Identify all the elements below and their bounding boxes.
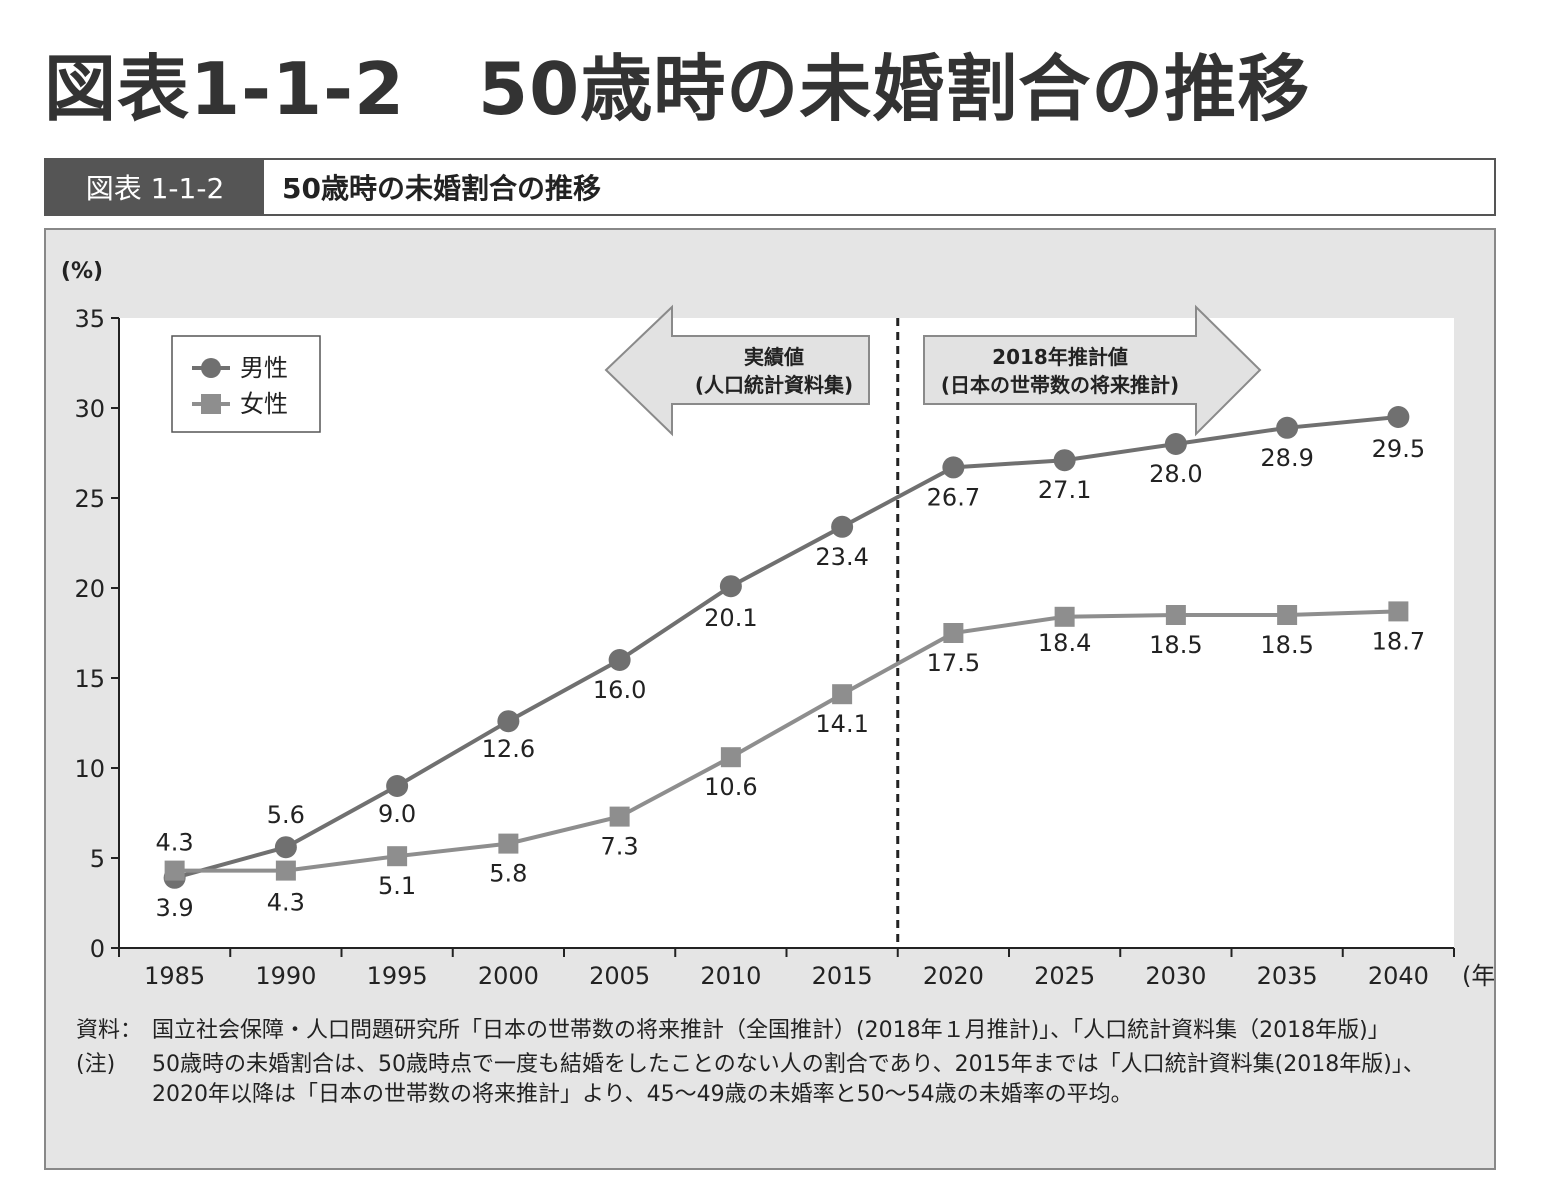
x-axis-title: (年)	[1462, 962, 1494, 990]
actual-arrow	[604, 304, 870, 437]
data-point-women	[720, 747, 741, 768]
y-tick-label: 0	[90, 935, 105, 963]
figure-tag: 図表 1-1-2	[46, 160, 264, 214]
data-label-men: 29.5	[1372, 435, 1425, 463]
series-line-men	[174, 415, 1399, 880]
y-axis-title: (%)	[61, 259, 103, 284]
data-label-men: 27.1	[1038, 476, 1091, 504]
chart-panel: 0 5 10 15 20 25 30 35 (%) 1985 1990 1995 2000 2005 201…	[44, 228, 1496, 1170]
legend-men-marker	[201, 358, 221, 378]
data-label-women: 18.5	[1260, 631, 1313, 659]
data-point-men	[497, 710, 520, 733]
x-tick-label: 2010	[700, 962, 761, 990]
x-tick-label: 2015	[812, 962, 873, 990]
x-tick-label: 2025	[1034, 962, 1095, 990]
data-point-women	[387, 846, 408, 867]
data-label-men: 23.4	[815, 543, 868, 571]
data-label-men: 28.0	[1149, 460, 1202, 488]
data-layer: 3.9 5.6 9.0 12.6 16.0 20.1 23.4 26.7 27.1 28.0 28.…	[156, 406, 1425, 922]
data-point-men	[719, 575, 742, 598]
data-label-men: 26.7	[927, 483, 980, 511]
y-tick-label: 35	[74, 305, 105, 333]
data-label-women: 5.1	[378, 872, 416, 900]
legend-women-marker	[201, 394, 221, 414]
data-point-women	[164, 860, 185, 881]
data-point-men	[1387, 406, 1410, 428]
notes: 資料： 国立社会保障・人口問題研究所「日本の世帯数の将来推計（全国推計）(201…	[76, 1016, 1476, 1110]
y-tick-label: 25	[74, 485, 105, 513]
data-point-men	[386, 775, 409, 797]
legend-men-label: 男性	[240, 354, 288, 382]
data-label-women: 18.4	[1038, 629, 1091, 657]
data-label-women: 17.5	[927, 649, 980, 677]
data-label-women: 18.5	[1149, 631, 1202, 659]
data-label-men: 12.6	[482, 735, 535, 763]
data-label-women: 4.3	[156, 829, 194, 857]
data-label-men: 20.1	[704, 604, 757, 632]
x-tick-label: 2020	[923, 962, 984, 990]
actual-arrow-label-1: 実績値	[744, 345, 804, 369]
data-point-men	[1164, 433, 1187, 455]
source-text: 国立社会保障・人口問題研究所「日本の世帯数の将来推計（全国推計）(2018年１月…	[152, 1018, 1390, 1043]
x-tick-label: 2030	[1145, 962, 1206, 990]
data-label-men: 28.9	[1260, 444, 1313, 472]
series-line-women	[174, 609, 1399, 873]
x-tick-label: 2005	[589, 962, 650, 990]
legend: 男性 女性	[171, 335, 321, 433]
data-label-women: 5.8	[489, 860, 527, 888]
y-tick-label: 10	[74, 755, 105, 783]
data-label-women: 18.7	[1372, 627, 1425, 655]
data-point-men	[831, 515, 854, 538]
data-point-men	[274, 836, 297, 859]
data-label-men: 5.6	[267, 801, 305, 829]
projection-arrow-label-2: (日本の世帯数の将来推計)	[941, 373, 1179, 397]
figure-title-bar: 図表 1-1-2 50歳時の未婚割合の推移	[44, 158, 1496, 216]
data-point-women	[275, 860, 296, 881]
x-tick-label: 2040	[1368, 962, 1429, 990]
explanatory-note: (注) 50歳時の未婚割合は、50歳時点で一度も結婚をしたことのない人の割合であ…	[76, 1050, 1476, 1110]
page-title: 図表1-1-2 50歳時の未婚割合の推移	[44, 47, 1311, 131]
data-label-men: 16.0	[593, 676, 646, 704]
data-point-women	[1277, 605, 1298, 625]
projection-arrow	[923, 304, 1262, 437]
y-tick-label: 5	[90, 845, 105, 873]
note-head: (注)	[76, 1052, 116, 1077]
y-tick-label: 15	[74, 665, 105, 693]
data-label-women: 14.1	[815, 710, 868, 738]
x-tick-label: 2000	[478, 962, 539, 990]
data-label-women: 7.3	[601, 833, 639, 861]
projection-arrow-label-1: 2018年推計値	[992, 345, 1128, 369]
x-tick-label: 1995	[367, 962, 428, 990]
note-text: 50歳時の未婚割合は、50歳時点で一度も結婚をしたことのない人の割合であり、20…	[152, 1052, 1425, 1107]
data-label-women: 10.6	[704, 773, 757, 801]
data-point-men	[1053, 449, 1076, 472]
data-label-men: 3.9	[156, 894, 194, 922]
data-point-women	[1388, 601, 1409, 622]
y-tick-label: 20	[74, 575, 105, 603]
data-point-women	[1165, 605, 1186, 625]
data-point-men	[608, 649, 631, 671]
data-point-women	[832, 684, 853, 705]
data-point-women	[1054, 606, 1075, 627]
legend-women-label: 女性	[240, 390, 288, 418]
source-head: 資料：	[76, 1018, 143, 1043]
data-point-men	[942, 456, 965, 479]
actual-arrow-label-2: (人口統計資料集)	[695, 373, 853, 397]
x-tick-label: 2035	[1257, 962, 1318, 990]
x-tick-label: 1985	[144, 962, 205, 990]
data-point-men	[1276, 416, 1299, 439]
legend-box	[171, 335, 321, 433]
data-label-men: 9.0	[378, 800, 416, 828]
data-point-women	[498, 833, 519, 854]
data-point-women	[943, 623, 964, 643]
data-label-women: 4.3	[267, 889, 305, 917]
source-note: 資料： 国立社会保障・人口問題研究所「日本の世帯数の将来推計（全国推計）(201…	[76, 1016, 1476, 1046]
plot-area	[119, 318, 1454, 948]
x-tick-label: 1990	[255, 962, 316, 990]
data-point-women	[609, 806, 630, 827]
figure-title: 50歳時の未婚割合の推移	[282, 172, 601, 205]
y-tick-label: 30	[74, 395, 105, 423]
